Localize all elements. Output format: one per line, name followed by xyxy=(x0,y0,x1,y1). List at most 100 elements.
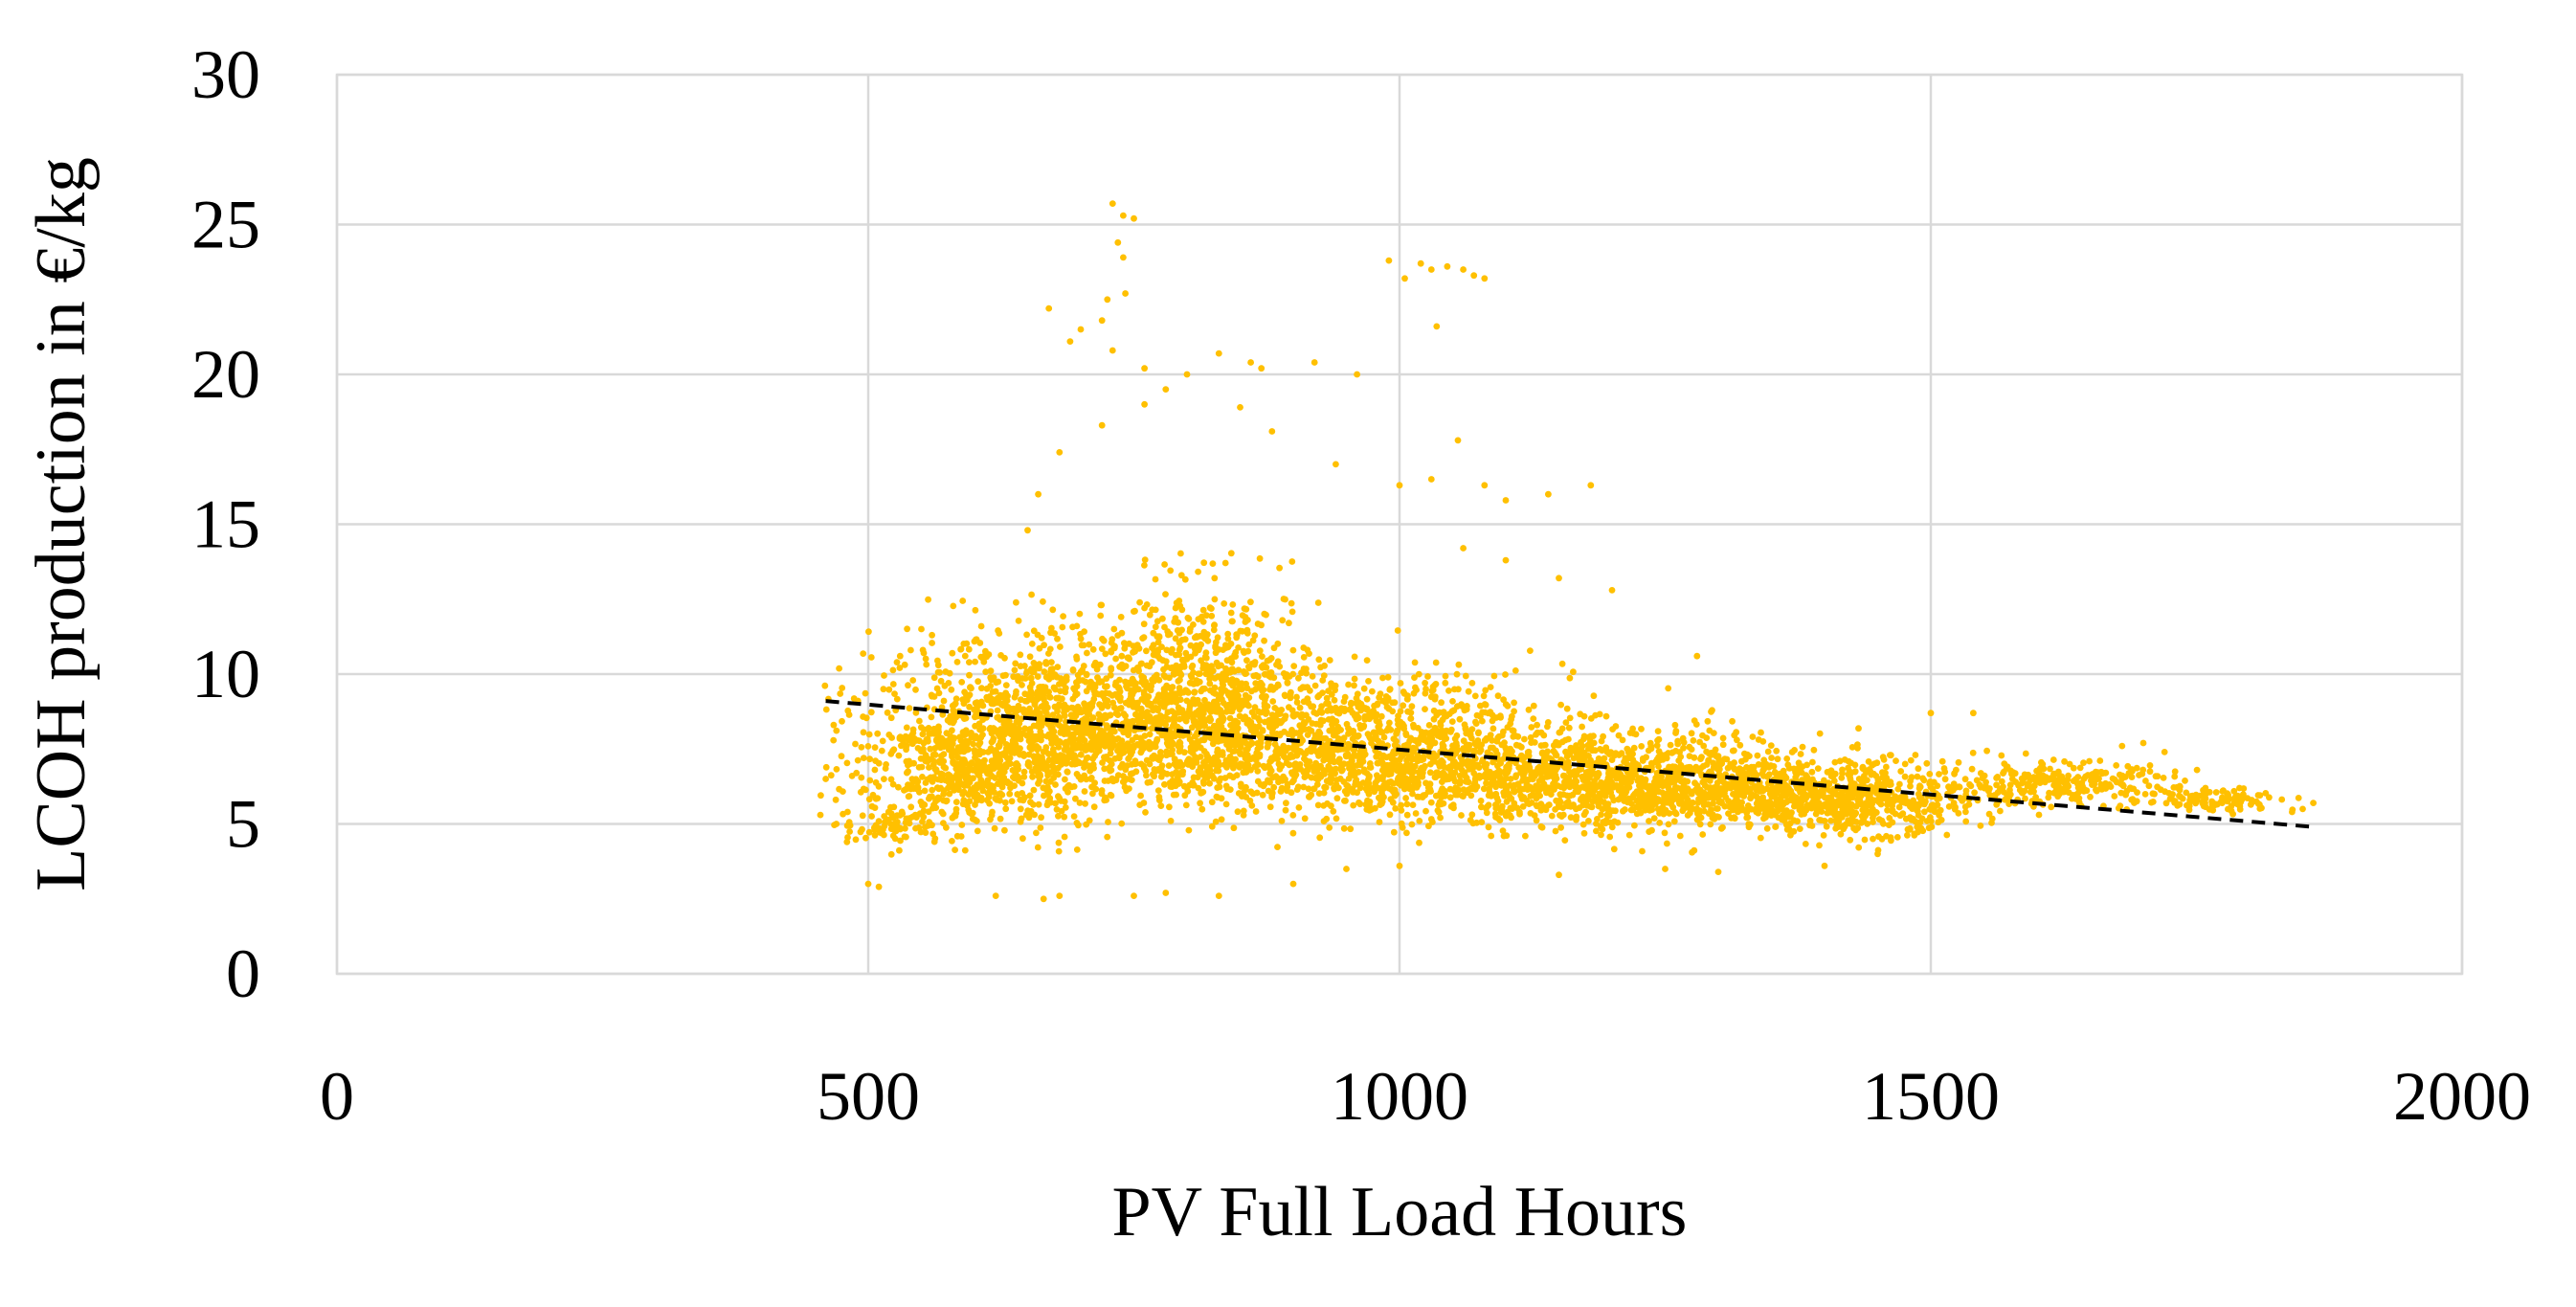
data-point xyxy=(921,787,929,795)
data-point xyxy=(1242,713,1249,721)
data-point xyxy=(1714,753,1722,760)
data-point xyxy=(1475,764,1483,771)
data-point xyxy=(1320,735,1327,742)
data-point xyxy=(1181,575,1189,583)
data-point xyxy=(997,790,1004,797)
data-point xyxy=(1187,625,1194,632)
data-point xyxy=(1420,765,1427,773)
data-point xyxy=(1326,824,1333,831)
data-point xyxy=(1421,735,1427,742)
data-point xyxy=(1331,696,1338,704)
data-point xyxy=(1118,737,1126,744)
data-point xyxy=(1019,675,1026,682)
data-point xyxy=(1221,559,1229,567)
data-point xyxy=(1552,827,1559,835)
data-point xyxy=(1271,705,1279,711)
data-point xyxy=(960,748,968,755)
data-point xyxy=(1049,738,1057,746)
data-point xyxy=(962,737,970,745)
data-point xyxy=(1211,575,1219,582)
data-point xyxy=(1286,620,1292,627)
data-point xyxy=(974,818,980,824)
data-point xyxy=(1028,591,1035,598)
data-point xyxy=(1219,749,1226,755)
data-point xyxy=(838,753,845,760)
data-point xyxy=(1465,747,1472,754)
data-point xyxy=(1570,668,1577,676)
data-point xyxy=(1081,764,1087,771)
data-point xyxy=(1182,801,1190,809)
data-point xyxy=(1399,823,1406,831)
data-point xyxy=(1502,671,1509,678)
data-point xyxy=(1136,598,1143,606)
data-point xyxy=(1717,791,1725,799)
data-point xyxy=(968,759,975,766)
data-point xyxy=(1054,635,1061,642)
data-point xyxy=(1426,780,1434,787)
data-point xyxy=(1130,742,1137,750)
data-point xyxy=(1632,731,1640,738)
data-point xyxy=(1509,727,1516,734)
data-point xyxy=(858,774,865,781)
data-point xyxy=(1372,785,1379,793)
data-point xyxy=(1368,709,1376,715)
data-point xyxy=(1261,780,1268,788)
data-point xyxy=(1351,771,1358,778)
data-point xyxy=(1081,628,1087,635)
data-point xyxy=(1624,777,1630,785)
data-point xyxy=(1773,747,1781,755)
data-point xyxy=(1214,634,1221,642)
data-point xyxy=(1017,735,1024,743)
data-point xyxy=(972,722,978,730)
data-point xyxy=(1422,679,1428,687)
data-point xyxy=(1086,742,1094,750)
data-point xyxy=(1178,606,1186,614)
data-point xyxy=(1143,647,1150,655)
data-point xyxy=(1438,699,1445,707)
data-point xyxy=(936,757,943,765)
data-point xyxy=(1152,575,1159,583)
data-point xyxy=(1250,672,1258,680)
data-point xyxy=(1516,810,1523,818)
data-point xyxy=(1063,760,1070,767)
data-point xyxy=(1453,670,1461,678)
data-point xyxy=(1608,793,1616,800)
data-point xyxy=(1176,696,1184,704)
data-point xyxy=(1118,629,1126,637)
data-point xyxy=(1163,682,1171,689)
data-point xyxy=(1647,745,1655,753)
data-point xyxy=(1625,831,1633,839)
data-point xyxy=(940,697,948,705)
data-point xyxy=(1187,744,1195,752)
data-point xyxy=(1642,800,1648,808)
data-point xyxy=(1175,771,1182,777)
data-point xyxy=(1426,769,1434,777)
data-point xyxy=(1463,777,1469,785)
data-point xyxy=(1023,669,1030,677)
data-point xyxy=(1126,679,1133,687)
data-point xyxy=(1456,779,1464,787)
data-point xyxy=(1520,785,1528,793)
data-point xyxy=(1026,653,1034,661)
data-point xyxy=(1052,770,1059,777)
data-point xyxy=(987,816,994,823)
data-point xyxy=(1332,687,1338,694)
data-point xyxy=(987,667,995,675)
data-point xyxy=(1402,795,1409,801)
data-point xyxy=(1191,688,1198,695)
data-point xyxy=(980,658,988,665)
data-point xyxy=(1154,633,1161,641)
data-point xyxy=(1199,606,1207,614)
data-point xyxy=(1378,774,1386,781)
data-point xyxy=(1343,781,1351,789)
data-point xyxy=(1019,835,1026,843)
data-point xyxy=(887,776,895,783)
data-point xyxy=(1087,776,1094,782)
data-point xyxy=(1110,742,1118,749)
data-point xyxy=(1315,656,1323,664)
data-point xyxy=(982,647,989,655)
data-point xyxy=(1049,665,1056,673)
data-point xyxy=(977,622,985,630)
data-point xyxy=(948,783,955,791)
data-point xyxy=(1034,673,1042,680)
